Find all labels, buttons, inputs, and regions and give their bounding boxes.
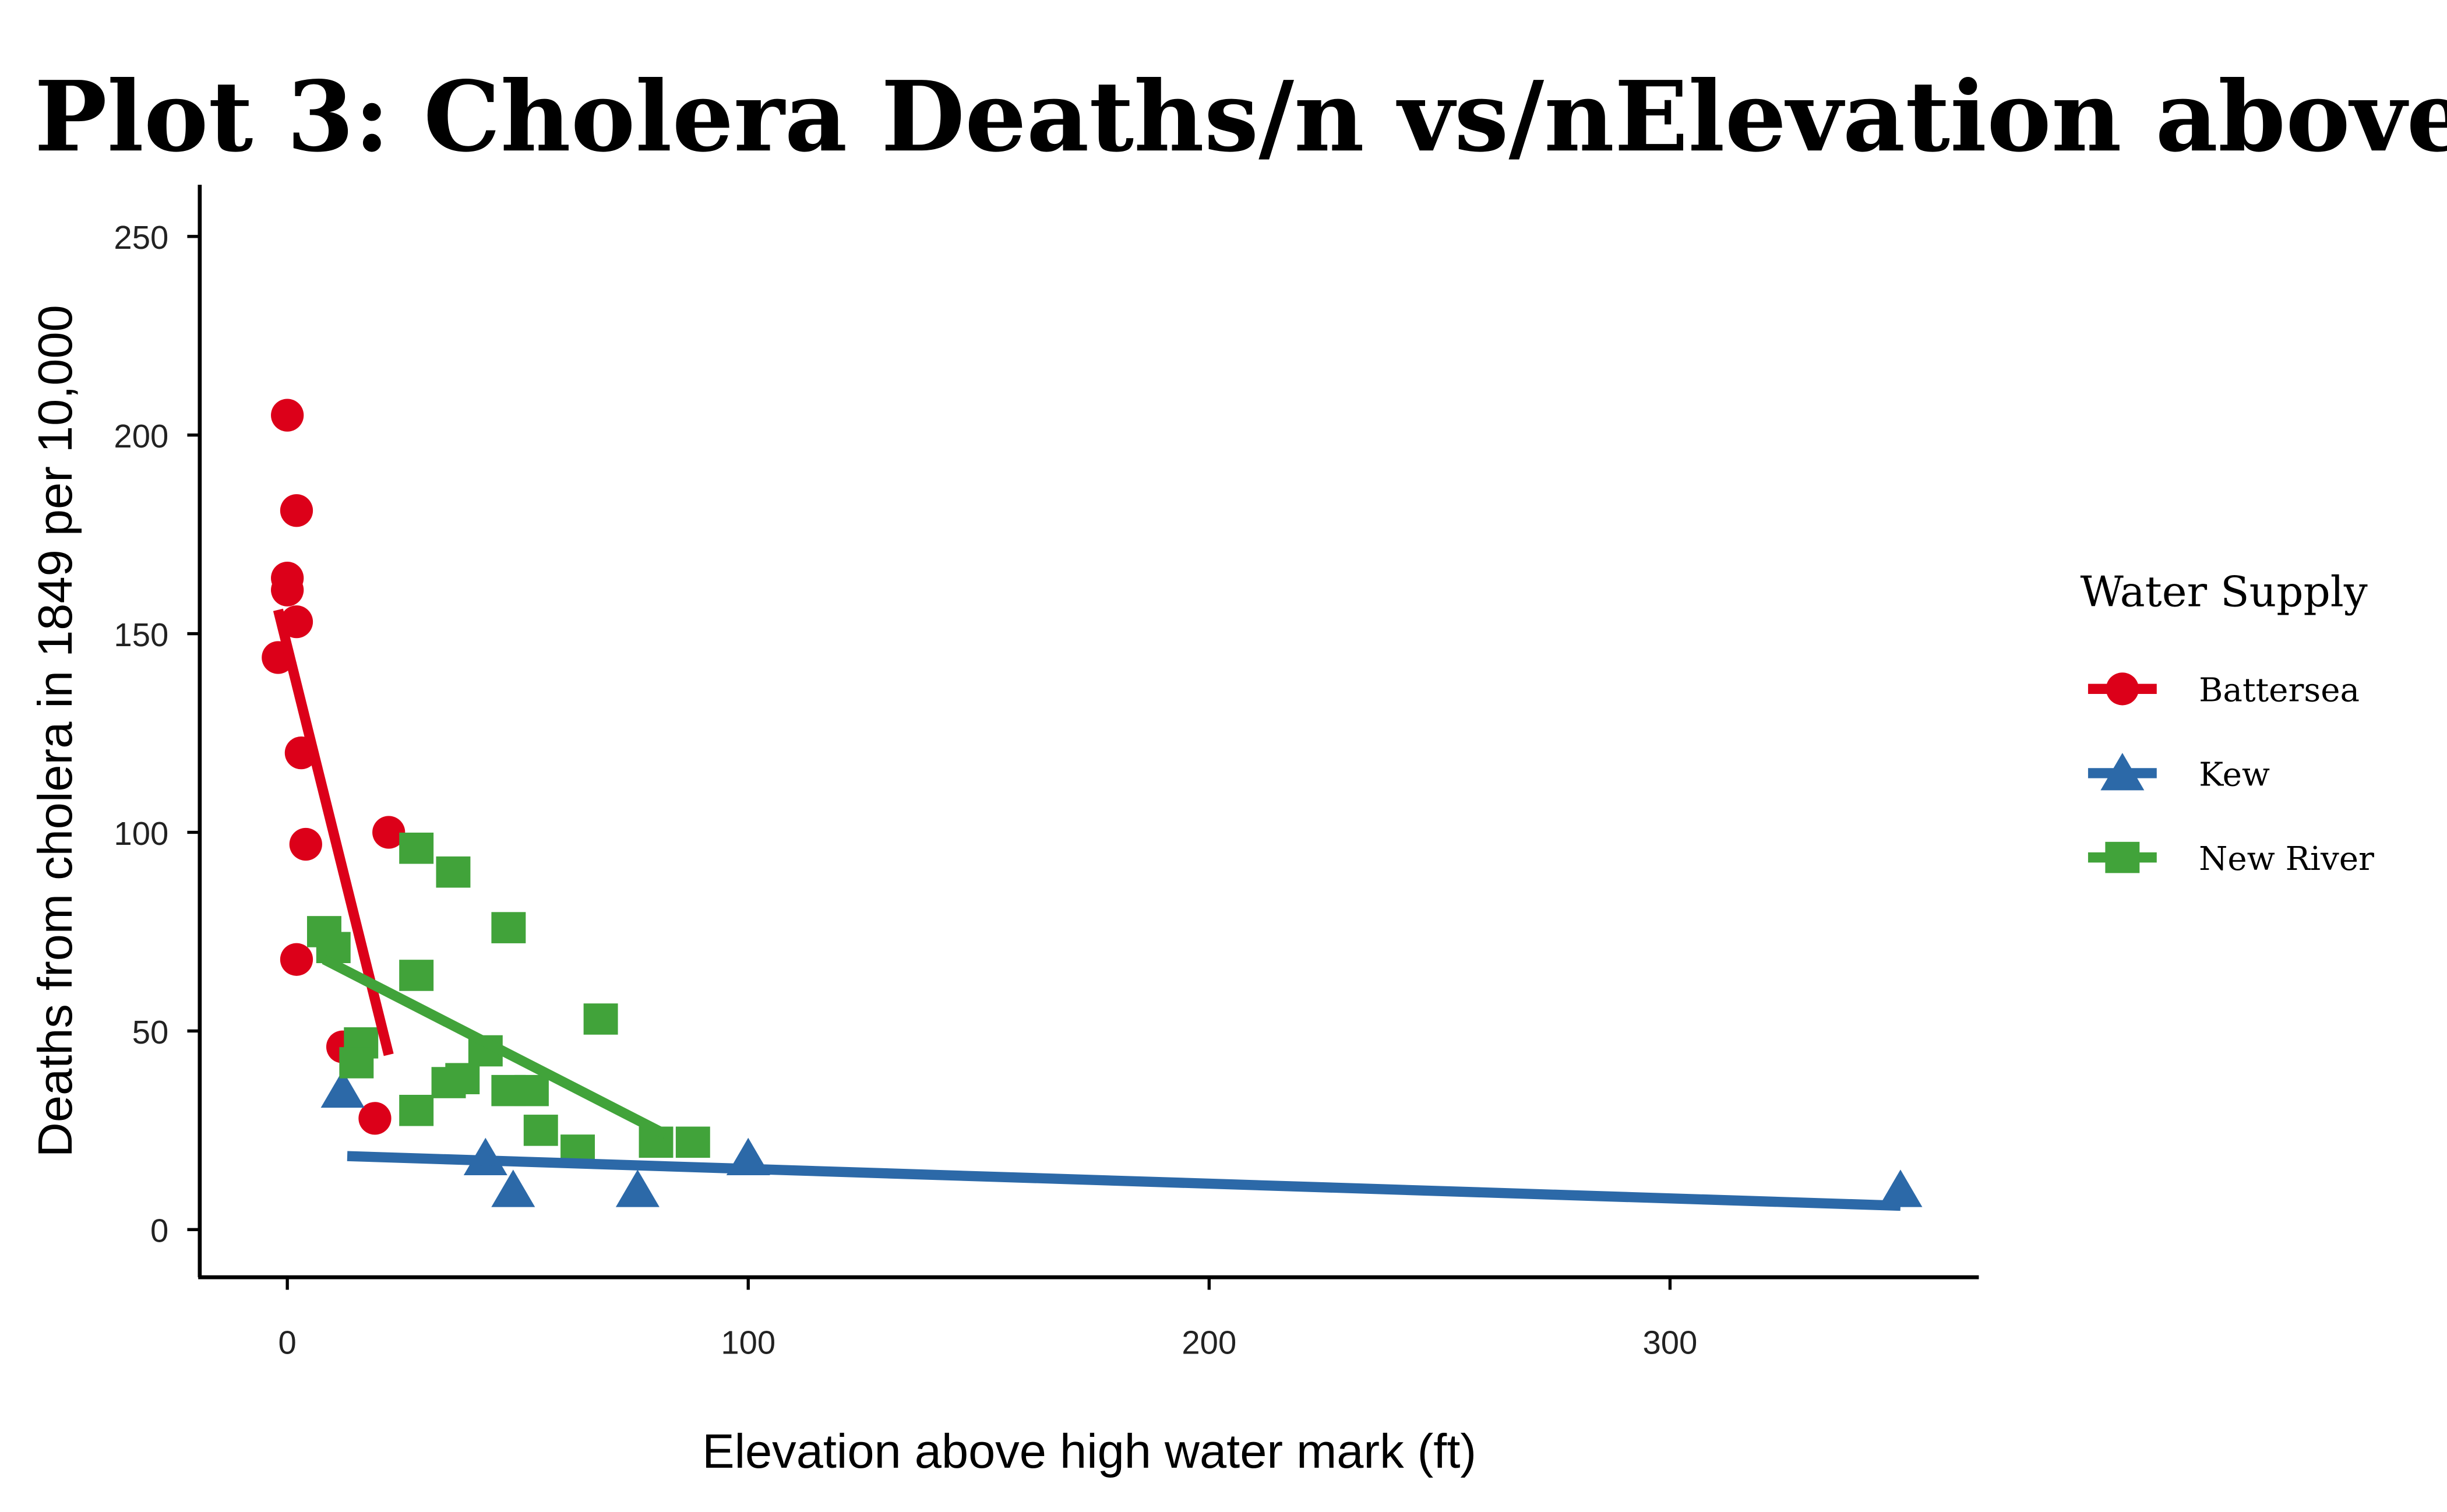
legend-marker	[2100, 753, 2145, 791]
data-point-battersea	[280, 605, 313, 639]
data-point-kew	[491, 1169, 535, 1207]
trend-line-kew	[347, 1151, 1901, 1211]
x-tick-label: 200	[1182, 1324, 1236, 1361]
legend: Water Supply Battersea Kew New River	[2081, 568, 2375, 878]
legend-label: New River	[2199, 840, 2374, 878]
legend-label: Battersea	[2199, 672, 2360, 710]
data-point-kew	[320, 1070, 365, 1108]
series-new-river	[306, 832, 710, 1166]
data-point-new-river	[399, 832, 434, 864]
data-point-kew	[1878, 1169, 1923, 1207]
legend-label: Kew	[2199, 756, 2270, 794]
data-point-new-river	[675, 1126, 710, 1158]
plot-area	[262, 399, 1923, 1211]
data-point-new-river	[339, 1047, 374, 1079]
data-point-battersea	[280, 943, 313, 976]
data-point-battersea	[289, 827, 322, 861]
x-tick-label: 100	[721, 1324, 775, 1361]
trend-line-new-river	[322, 954, 668, 1139]
legend-title: Water Supply	[2081, 568, 2368, 616]
legend-item-battersea: Battersea	[2088, 672, 2360, 710]
legend-marker	[2106, 672, 2139, 706]
x-axis-label: Elevation above high water mark (ft)	[702, 1424, 1476, 1478]
data-point-kew	[615, 1169, 660, 1207]
data-point-new-river	[583, 1003, 618, 1035]
data-point-new-river	[523, 1115, 558, 1146]
y-tick-label: 150	[114, 616, 168, 653]
data-point-battersea	[372, 816, 406, 849]
data-point-new-river	[514, 1074, 549, 1106]
legend-item-new-river: New River	[2088, 840, 2374, 878]
x-tick-label: 300	[1642, 1324, 1697, 1361]
data-point-new-river	[436, 856, 471, 888]
data-point-battersea	[271, 399, 304, 432]
y-tick-label: 50	[132, 1014, 169, 1051]
y-tick-label: 250	[114, 219, 168, 256]
y-tick-label: 200	[114, 418, 168, 454]
data-point-battersea	[280, 494, 313, 527]
chart-title: Plot 3: Cholera Deaths/n vs/nElevation a…	[34, 60, 2447, 174]
y-tick-label: 0	[150, 1213, 168, 1249]
data-point-new-river	[491, 912, 526, 943]
data-point-new-river	[445, 1063, 480, 1095]
legend-marker	[2105, 841, 2140, 873]
axis-ticks: 0 100 200 300 0 50 100 150 200 250	[114, 219, 1697, 1361]
data-point-new-river	[399, 960, 434, 991]
data-point-battersea	[358, 1102, 392, 1135]
y-tick-label: 100	[114, 815, 168, 852]
x-tick-label: 0	[278, 1324, 297, 1361]
data-point-new-river	[399, 1094, 434, 1126]
legend-item-kew: Kew	[2088, 753, 2270, 794]
y-axis-label: Deaths from cholera in 1849 per 10,000	[28, 305, 82, 1157]
data-point-new-river	[316, 932, 351, 964]
data-point-battersea	[271, 573, 304, 607]
